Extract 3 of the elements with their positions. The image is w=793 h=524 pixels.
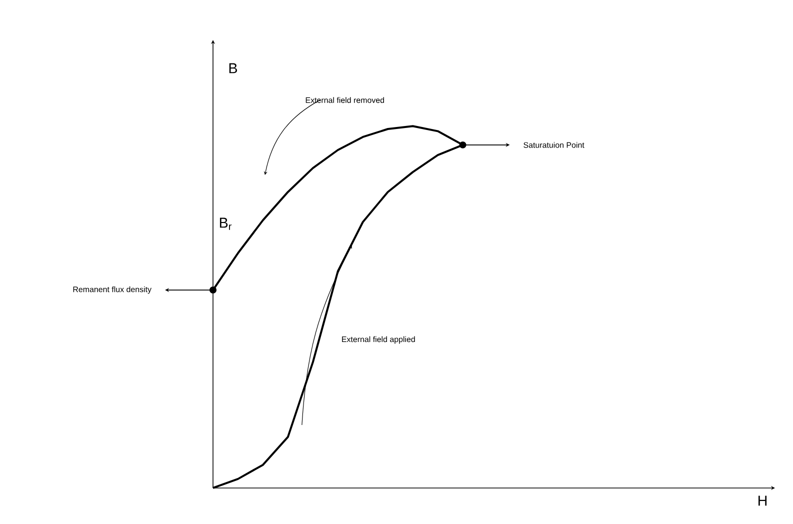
text: H: [758, 496, 767, 506]
annotation: B$_{r}$: [220, 218, 232, 230]
y-axis-title: B: [229, 63, 238, 74]
